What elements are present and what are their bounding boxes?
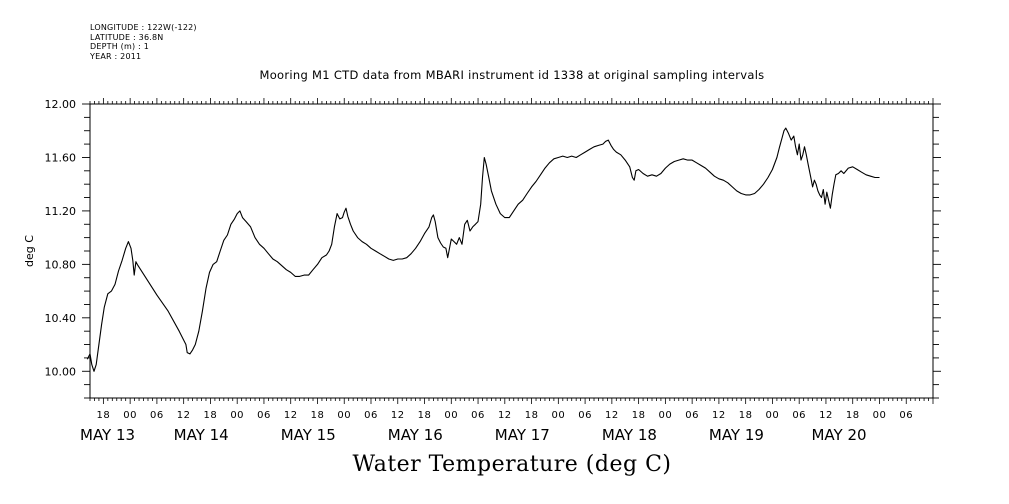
x-day-label: MAY 18 [602,426,657,444]
x-hour-label: 06 [578,410,592,421]
x-hour-label: 00 [659,410,673,421]
y-tick-label: 12.00 [45,98,77,111]
plot-frame [89,103,934,399]
x-hour-label: 18 [739,410,753,421]
y-tick-label: 10.00 [45,365,77,378]
x-hour-label: 12 [819,410,833,421]
x-hour-label: 18 [846,410,860,421]
x-hour-label: 00 [551,410,565,421]
x-hour-label: 06 [792,410,806,421]
x-hour-label: 12 [712,410,726,421]
x-hour-label: 00 [766,410,780,421]
x-axis-title: Water Temperature (deg C) [352,452,672,477]
depth-text: DEPTH (m) : 1 [90,42,149,51]
x-hour-label: 00 [444,410,458,421]
x-hour-label: 12 [498,410,512,421]
x-hour-label: 00 [230,410,244,421]
x-hour-label: 18 [418,410,432,421]
x-hour-label: 06 [899,410,913,421]
chart-title: Mooring M1 CTD data from MBARI instrumen… [259,68,765,82]
y-tick-label: 11.60 [45,151,77,164]
x-hour-label: 18 [632,410,646,421]
x-hour-label: 12 [177,410,191,421]
y-axis-label: deg C [23,235,36,267]
year-text: YEAR : 2011 [90,51,142,61]
x-day-label: MAY 19 [709,426,764,444]
y-tick-label: 10.80 [45,258,77,271]
x-hour-label: 18 [204,410,218,421]
x-hour-label: 18 [311,410,325,421]
x-day-label: MAY 20 [811,426,866,444]
x-day-label: MAY 15 [281,426,336,444]
x-hour-label: 00 [123,410,137,421]
x-day-label: MAY 13 [80,426,135,444]
x-hour-label: 06 [685,410,699,421]
y-tick-label: 10.40 [45,312,77,325]
x-day-label: MAY 17 [495,426,550,444]
x-hour-label: 06 [257,410,271,421]
y-tick-label: 11.20 [45,205,77,218]
x-hour-label: 12 [391,410,405,421]
x-hour-label: 00 [337,410,351,421]
latitude-text: LATITUDE : 36.8N [90,32,164,42]
x-hour-label: 06 [150,410,164,421]
x-hour-label: 06 [364,410,378,421]
x-day-label: MAY 14 [174,426,229,444]
x-hour-label: 06 [471,410,485,421]
x-hour-label: 00 [873,410,887,421]
x-hour-label: 12 [605,410,619,421]
series-line [86,127,880,372]
longitude-text: LONGITUDE : 122W(-122) [90,23,197,32]
x-hour-label: 12 [284,410,298,421]
x-day-label: MAY 16 [388,426,443,444]
x-hour-label: 18 [525,410,539,421]
x-hour-label: 18 [97,410,111,421]
